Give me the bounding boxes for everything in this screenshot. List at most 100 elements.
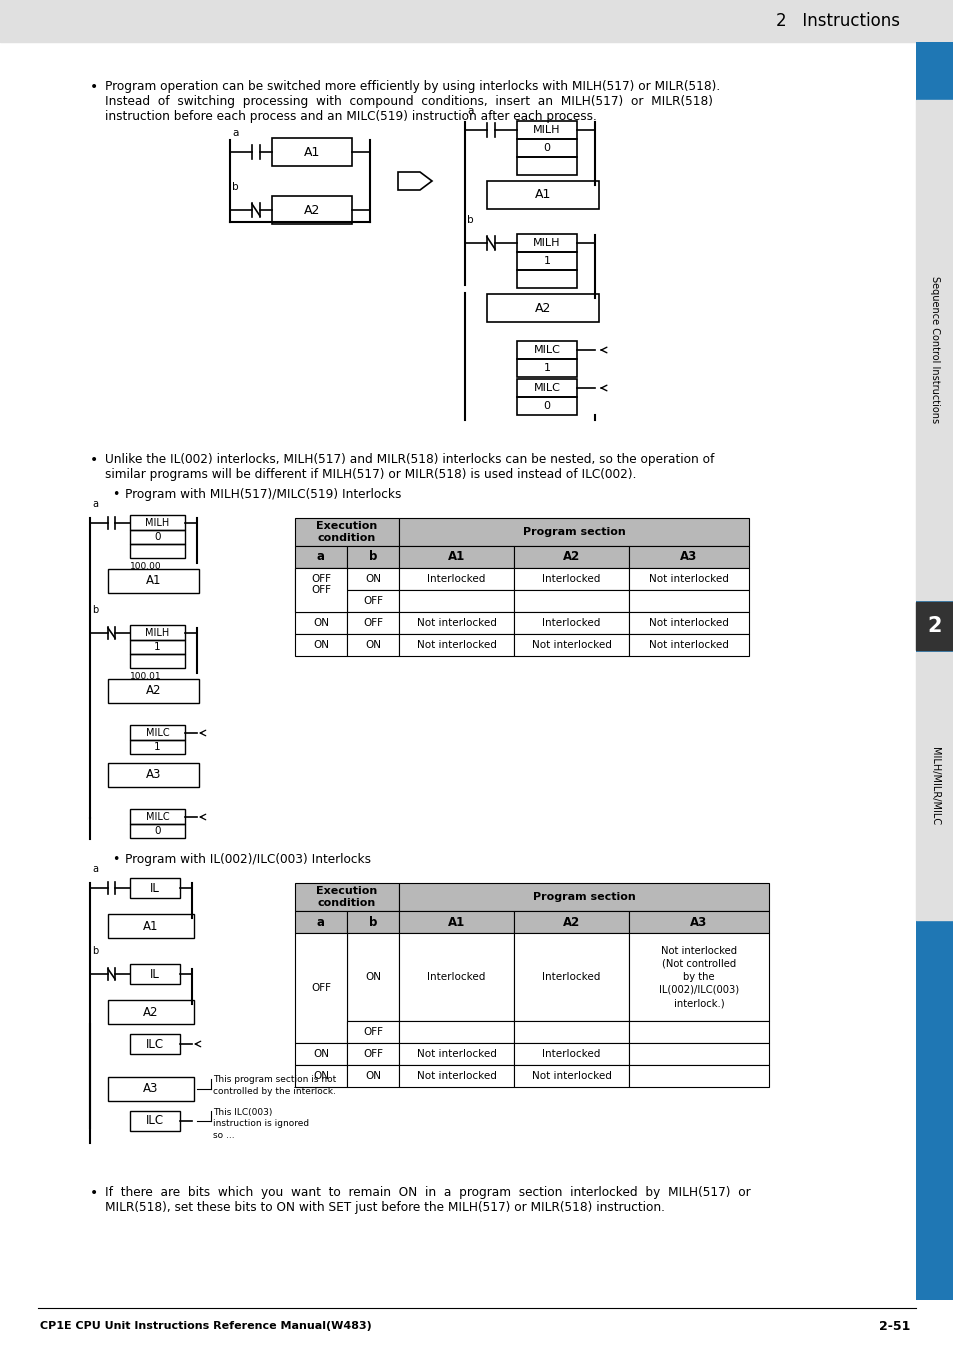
Text: MILH: MILH xyxy=(533,126,560,135)
Bar xyxy=(398,1044,514,1065)
Text: A1: A1 xyxy=(447,915,465,929)
Text: A3: A3 xyxy=(690,915,707,929)
Bar xyxy=(915,42,953,1300)
Text: Unlike the IL(002) interlocks, MILH(517) and MILR(518) interlocks can be nested,: Unlike the IL(002) interlocks, MILH(517)… xyxy=(105,454,714,466)
Text: ON: ON xyxy=(365,972,380,981)
Text: Not interlocked: Not interlocked xyxy=(648,618,728,628)
Bar xyxy=(294,883,398,911)
Text: Program section: Program section xyxy=(532,892,635,902)
Bar xyxy=(517,122,577,139)
Text: OFF: OFF xyxy=(363,1027,382,1037)
Bar xyxy=(347,1065,398,1087)
Bar xyxy=(398,612,514,634)
Bar xyxy=(294,568,347,612)
Text: ON: ON xyxy=(313,618,329,628)
Text: A1: A1 xyxy=(303,146,320,158)
Text: A1: A1 xyxy=(447,551,465,563)
Text: MILC: MILC xyxy=(533,346,559,355)
Text: a: a xyxy=(316,915,325,929)
Text: Not interlocked: Not interlocked xyxy=(531,1071,611,1081)
Text: b: b xyxy=(232,182,238,192)
Bar xyxy=(398,933,514,1021)
Bar xyxy=(130,824,185,838)
Bar xyxy=(915,652,953,919)
Bar xyxy=(398,590,514,612)
Text: instruction before each process and an MILC(519) instruction after each process.: instruction before each process and an M… xyxy=(105,109,597,123)
Bar xyxy=(398,1065,514,1087)
Bar xyxy=(294,518,398,545)
Text: IL: IL xyxy=(150,968,160,980)
Text: Interlocked: Interlocked xyxy=(541,1049,600,1058)
Text: ILC: ILC xyxy=(146,1115,164,1127)
Bar xyxy=(514,1065,628,1087)
Text: Not interlocked: Not interlocked xyxy=(416,640,496,649)
Bar xyxy=(130,514,185,531)
Text: A1: A1 xyxy=(535,189,551,201)
Text: a: a xyxy=(316,551,325,563)
Text: If  there  are  bits  which  you  want  to  remain  ON  in  a  program  section : If there are bits which you want to rema… xyxy=(105,1187,750,1199)
Text: OFF: OFF xyxy=(311,983,331,994)
Text: Sequence Control Instructions: Sequence Control Instructions xyxy=(929,277,939,424)
Text: 1: 1 xyxy=(154,743,161,752)
Text: a: a xyxy=(91,864,98,873)
Bar xyxy=(347,568,398,590)
Bar xyxy=(347,911,398,933)
Text: MILC: MILC xyxy=(146,811,169,822)
Bar xyxy=(0,0,953,42)
Bar xyxy=(294,911,347,933)
Bar xyxy=(130,1111,180,1131)
Text: A3: A3 xyxy=(146,768,161,782)
Bar xyxy=(347,545,398,568)
Bar xyxy=(514,545,628,568)
Bar xyxy=(130,725,185,740)
Text: controlled by the interlock.: controlled by the interlock. xyxy=(213,1087,335,1095)
Text: ON: ON xyxy=(365,574,380,585)
Bar xyxy=(294,634,347,656)
Bar xyxy=(108,568,199,593)
Text: 1: 1 xyxy=(154,643,161,652)
Bar xyxy=(108,1000,193,1025)
Text: MILC: MILC xyxy=(146,728,169,738)
Text: IL(002)/ILC(003): IL(002)/ILC(003) xyxy=(659,986,739,995)
Text: ON: ON xyxy=(313,1071,329,1081)
Text: Interlocked: Interlocked xyxy=(541,972,600,981)
Bar xyxy=(514,933,628,1021)
Bar xyxy=(398,883,768,911)
Bar xyxy=(130,964,180,984)
Text: OFF: OFF xyxy=(311,585,331,595)
Bar xyxy=(130,531,185,544)
Text: Not interlocked: Not interlocked xyxy=(531,640,611,649)
Text: Interlocked: Interlocked xyxy=(427,972,485,981)
Bar xyxy=(130,625,185,640)
Text: Not interlocked: Not interlocked xyxy=(416,618,496,628)
Text: (Not controlled: (Not controlled xyxy=(661,958,736,969)
Text: 100.01: 100.01 xyxy=(130,672,161,680)
Bar xyxy=(347,933,398,1021)
Text: b: b xyxy=(467,215,473,225)
Text: MILH: MILH xyxy=(145,518,170,528)
Bar xyxy=(915,100,953,599)
Bar xyxy=(398,518,748,545)
Text: 0: 0 xyxy=(154,826,161,836)
Text: Not interlocked: Not interlocked xyxy=(648,574,728,585)
Text: •: • xyxy=(112,487,119,501)
Text: ILC: ILC xyxy=(146,1038,164,1050)
Bar xyxy=(130,740,185,755)
Bar xyxy=(915,602,953,649)
Bar xyxy=(347,1021,398,1044)
Text: a: a xyxy=(232,128,238,138)
Bar xyxy=(628,1044,768,1065)
Bar xyxy=(398,1021,514,1044)
Text: A1: A1 xyxy=(146,575,161,587)
Text: A3: A3 xyxy=(679,551,697,563)
Text: CP1E CPU Unit Instructions Reference Manual(W483): CP1E CPU Unit Instructions Reference Man… xyxy=(40,1322,372,1331)
Bar xyxy=(347,634,398,656)
Text: 100.00: 100.00 xyxy=(130,562,161,571)
Text: IL: IL xyxy=(150,882,160,895)
Bar xyxy=(514,568,628,590)
Text: ON: ON xyxy=(313,640,329,649)
Bar xyxy=(130,640,185,653)
Bar xyxy=(294,933,347,1044)
Bar xyxy=(517,157,577,176)
Bar xyxy=(130,1034,180,1054)
